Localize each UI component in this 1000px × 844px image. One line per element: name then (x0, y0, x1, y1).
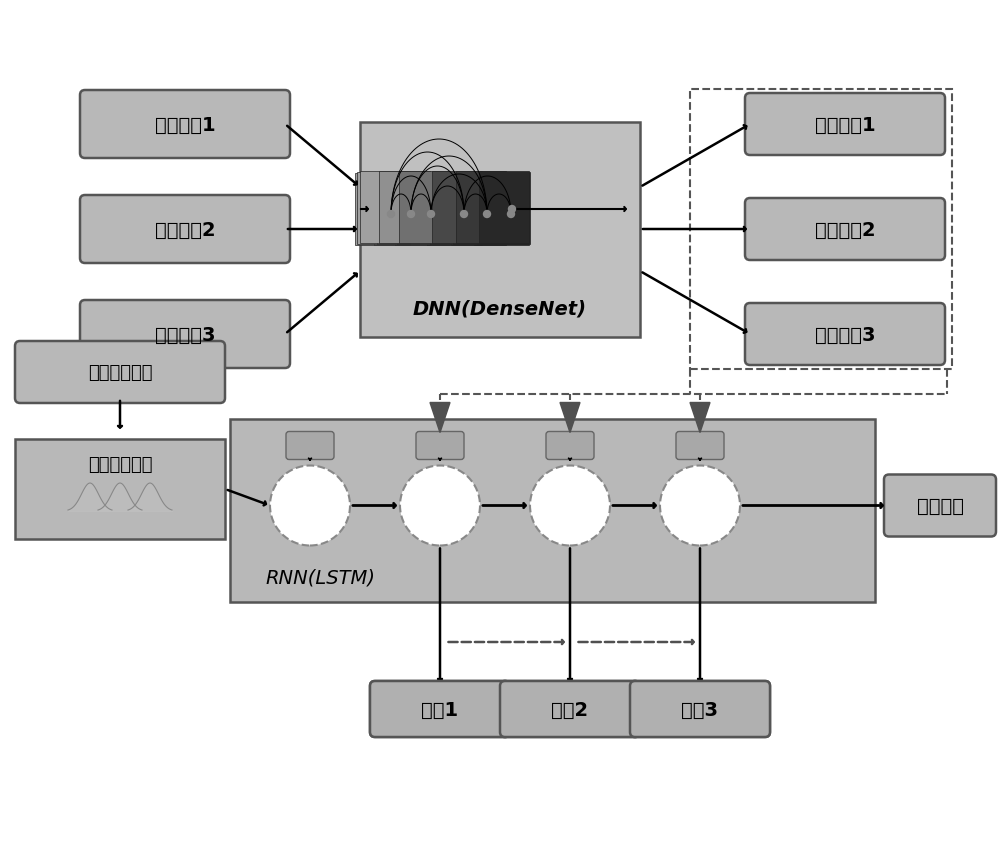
FancyBboxPatch shape (745, 94, 945, 156)
Bar (360, 171, 410, 243)
FancyBboxPatch shape (370, 681, 510, 737)
Bar (397, 172, 450, 245)
Text: 电源参数3: 电源参数3 (155, 325, 215, 344)
FancyBboxPatch shape (546, 432, 594, 460)
Circle shape (507, 211, 514, 219)
Text: 性能向量3: 性能向量3 (815, 325, 875, 344)
Circle shape (400, 466, 480, 546)
Text: 功耈1: 功耈1 (421, 700, 459, 718)
FancyBboxPatch shape (884, 475, 996, 537)
Circle shape (509, 206, 516, 214)
FancyBboxPatch shape (370, 681, 510, 737)
Text: 预处理小模型: 预处理小模型 (88, 456, 152, 473)
Text: 全局输入参数: 全局输入参数 (88, 364, 152, 381)
Bar (374, 174, 430, 246)
Bar (394, 174, 450, 246)
Circle shape (660, 466, 740, 546)
Bar (477, 172, 530, 245)
Circle shape (530, 466, 610, 546)
Polygon shape (560, 403, 580, 433)
Bar (399, 171, 449, 243)
FancyBboxPatch shape (15, 342, 225, 403)
Circle shape (484, 211, 490, 219)
FancyBboxPatch shape (80, 300, 290, 369)
FancyBboxPatch shape (745, 199, 945, 261)
FancyBboxPatch shape (230, 419, 875, 603)
Bar (432, 171, 482, 243)
Bar (427, 174, 482, 246)
FancyBboxPatch shape (500, 681, 640, 737)
Bar (430, 172, 483, 245)
Text: 功耈2: 功耈2 (551, 700, 589, 718)
FancyBboxPatch shape (676, 432, 724, 460)
FancyBboxPatch shape (360, 122, 640, 337)
Bar (453, 172, 506, 245)
Polygon shape (430, 403, 450, 433)
Circle shape (427, 211, 434, 219)
Bar (377, 172, 430, 245)
Text: 功耗1: 功耗1 (421, 700, 459, 718)
Bar (456, 171, 506, 243)
Text: 预测浓度: 预测浓度 (916, 496, 964, 516)
Bar (357, 172, 410, 245)
Circle shape (387, 211, 394, 219)
FancyBboxPatch shape (286, 432, 334, 460)
Bar (479, 171, 529, 243)
FancyBboxPatch shape (630, 681, 770, 737)
FancyBboxPatch shape (416, 432, 464, 460)
Bar (450, 174, 506, 246)
Bar (474, 174, 529, 246)
FancyBboxPatch shape (80, 91, 290, 159)
Text: 功耗3: 功耗3 (682, 700, 718, 718)
FancyBboxPatch shape (500, 681, 640, 737)
FancyBboxPatch shape (745, 304, 945, 365)
Text: 性能向量2: 性能向量2 (815, 220, 875, 239)
Text: 功耗2: 功耗2 (551, 700, 589, 718)
Text: 电源参数2: 电源参数2 (155, 220, 215, 239)
Bar (354, 174, 410, 246)
Polygon shape (690, 403, 710, 433)
Circle shape (270, 466, 350, 546)
FancyBboxPatch shape (80, 196, 290, 263)
Circle shape (460, 211, 468, 219)
Text: RNN(LSTM): RNN(LSTM) (265, 568, 375, 587)
FancyBboxPatch shape (15, 440, 225, 539)
Text: 电源参数1: 电源参数1 (155, 116, 215, 134)
Bar (379, 171, 430, 243)
Text: 功耈3: 功耈3 (682, 700, 718, 718)
Circle shape (408, 211, 415, 219)
FancyBboxPatch shape (630, 681, 770, 737)
Text: DNN(DenseNet): DNN(DenseNet) (413, 300, 587, 319)
Text: 性能向量1: 性能向量1 (815, 116, 875, 134)
